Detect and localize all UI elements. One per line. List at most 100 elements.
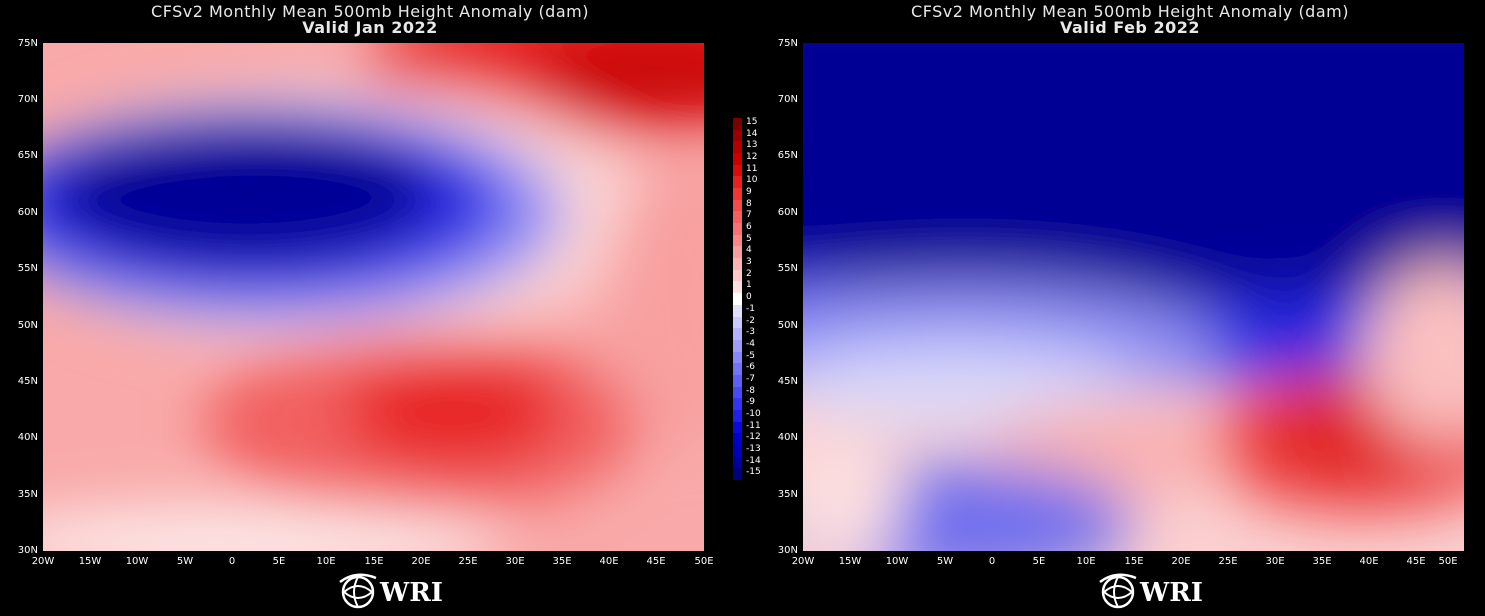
lat-label: 60N	[777, 207, 798, 218]
colorbar-label: 2	[746, 268, 752, 279]
anomaly-map-jan	[43, 43, 704, 551]
colorbar-segment	[733, 293, 742, 306]
colorbar	[733, 118, 742, 481]
colorbar-label: -2	[746, 315, 755, 326]
lon-label: 35E	[552, 556, 572, 567]
colorbar-label: 6	[746, 222, 752, 233]
lat-label: 70N	[777, 94, 798, 105]
lon-label: 0	[228, 556, 236, 567]
colorbar-segment	[733, 304, 742, 317]
lon-label: 50E	[1438, 556, 1458, 567]
colorbar-segment	[733, 118, 742, 131]
lon-label: 0	[988, 556, 996, 567]
colorbar-segment	[733, 374, 742, 388]
colorbar-label: -8	[746, 385, 755, 396]
colorbar-segment	[733, 386, 742, 399]
colorbar-label: 3	[746, 257, 752, 268]
title-line2: Valid Feb 2022	[1060, 18, 1200, 37]
lon-label: 20E	[1171, 556, 1191, 567]
lon-label: 35E	[1312, 556, 1332, 567]
colorbar-label: -5	[746, 350, 755, 361]
lat-label: 40N	[17, 432, 38, 443]
lat-label: 45N	[777, 376, 798, 387]
map-jan-svg	[43, 43, 704, 551]
colorbar-label: 11	[746, 163, 758, 174]
colorbar-segment	[733, 258, 742, 271]
lat-label: 65N	[777, 150, 798, 161]
lon-label: 20W	[31, 556, 55, 567]
lon-label: 15E	[1124, 556, 1144, 567]
colorbar-label: -14	[746, 455, 761, 466]
colorbar-segment	[733, 234, 742, 247]
colorbar-segment	[733, 351, 742, 364]
colorbar-segment	[733, 456, 742, 469]
logo-text: WRI	[380, 578, 443, 608]
colorbar-segment	[733, 363, 742, 376]
lon-label: 10E	[316, 556, 336, 567]
colorbar-segment	[733, 328, 742, 341]
lon-label: 25E	[458, 556, 478, 567]
lon-label: 15W	[78, 556, 102, 567]
lon-label: 15E	[364, 556, 384, 567]
lat-label: 30N	[777, 545, 798, 556]
colorbar-segment	[733, 269, 742, 282]
lon-label: 5E	[1032, 556, 1046, 567]
panel-feb: CFSv2 Monthly Mean 500mb Height Anomaly …	[760, 0, 1485, 616]
colorbar-label: -4	[746, 338, 755, 349]
panel-title: CFSv2 Monthly Mean 500mb Height Anomaly …	[800, 4, 1460, 36]
title-line2: Valid Jan 2022	[302, 18, 438, 37]
logo-text: WRI	[1140, 578, 1203, 608]
colorbar-label: -10	[746, 408, 761, 419]
wri-logo: WRI	[336, 568, 443, 616]
lon-label: 25E	[1218, 556, 1238, 567]
colorbar-segment	[733, 246, 742, 259]
lon-label: 50E	[694, 556, 714, 567]
colorbar-label: 4	[746, 245, 752, 256]
lon-label: 10W	[125, 556, 149, 567]
lat-label: 70N	[17, 94, 38, 105]
colorbar-label: -11	[746, 420, 761, 431]
colorbar-label: 9	[746, 187, 752, 198]
colorbar-label: 7	[746, 210, 752, 221]
colorbar-label: 0	[746, 292, 752, 303]
colorbar-segment	[733, 199, 742, 212]
lon-label: 40E	[599, 556, 619, 567]
lon-label: 10W	[885, 556, 909, 567]
lat-label: 55N	[777, 263, 798, 274]
map-feb-svg	[803, 43, 1464, 551]
colorbar-label: 5	[746, 233, 752, 244]
colorbar-label: 13	[746, 140, 758, 151]
colorbar-label: -13	[746, 443, 761, 454]
lon-label: 40E	[1359, 556, 1379, 567]
colorbar-label: 10	[746, 175, 758, 186]
lat-label: 30N	[17, 545, 38, 556]
colorbar-segment	[733, 176, 742, 189]
colorbar-segment	[733, 141, 742, 154]
colorbar-label: -9	[746, 397, 755, 408]
colorbar-label: -12	[746, 432, 761, 443]
colorbar-label: -1	[746, 303, 755, 314]
colorbar-segment	[733, 316, 742, 329]
lat-label: 65N	[17, 150, 38, 161]
colorbar-segment	[733, 444, 742, 458]
lon-label: 15W	[838, 556, 862, 567]
lon-label: 45E	[646, 556, 666, 567]
colorbar-label: 15	[746, 117, 758, 127]
panel-jan: CFSv2 Monthly Mean 500mb Height Anomaly …	[0, 0, 740, 616]
lon-label: 5E	[272, 556, 286, 567]
colorbar-segment	[733, 433, 742, 446]
title-line1: CFSv2 Monthly Mean 500mb Height Anomaly …	[151, 2, 589, 21]
colorbar-segment	[733, 188, 742, 201]
lon-label: 5W	[176, 556, 194, 567]
colorbar-label: -7	[746, 373, 755, 384]
colorbar-label: 1	[746, 280, 752, 291]
lon-label: 30E	[505, 556, 525, 567]
colorbar-label: 12	[746, 152, 758, 163]
lat-label: 75N	[17, 38, 38, 49]
wri-logo: WRI	[1096, 568, 1203, 616]
lon-label: 45E	[1406, 556, 1426, 567]
colorbar-label: -15	[746, 467, 761, 478]
colorbar-label: 8	[746, 198, 752, 209]
lat-label: 35N	[777, 489, 798, 500]
lat-label: 45N	[17, 376, 38, 387]
